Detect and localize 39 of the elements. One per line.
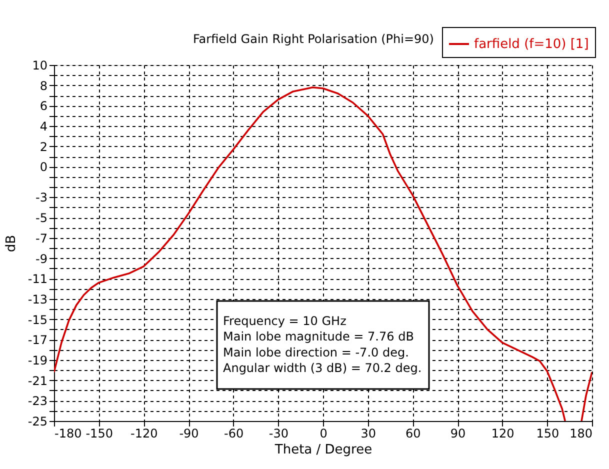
annotation: Angular width (3 dB) = 70.2 deg. bbox=[223, 361, 422, 376]
y-tick-label: 10 bbox=[32, 58, 48, 72]
x-tick-label: -120 bbox=[130, 426, 158, 440]
y-tick-label: 2 bbox=[40, 140, 48, 154]
y-tick-label: -21 bbox=[28, 374, 48, 388]
y-tick-label: -19 bbox=[28, 353, 48, 368]
x-tick-label: -150 bbox=[86, 426, 113, 440]
y-axis-title: dB bbox=[4, 234, 19, 252]
y-tick-label: -3 bbox=[36, 190, 48, 205]
y-tick-label: 6 bbox=[40, 99, 48, 114]
y-tick-label: 0 bbox=[40, 160, 48, 174]
y-tick-label: -13 bbox=[28, 292, 48, 306]
x-tick-label: -90 bbox=[179, 426, 199, 440]
chart-title: Farfield Gain Right Polarisation (Phi=90) bbox=[193, 32, 434, 46]
y-tick-label: -9 bbox=[36, 252, 48, 266]
y-tick-label: 8 bbox=[40, 78, 48, 93]
y-tick-label: -15 bbox=[28, 312, 48, 327]
y-tick-label: -7 bbox=[36, 231, 48, 246]
x-tick-label: -180 bbox=[54, 426, 82, 440]
y-tick-label: -25 bbox=[28, 414, 48, 428]
x-tick-label: 0 bbox=[320, 426, 328, 440]
y-tick-label: -23 bbox=[28, 394, 48, 408]
y-tick-label: -11 bbox=[28, 272, 48, 286]
y-tick-label: -17 bbox=[28, 333, 48, 348]
y-tick-label: 4 bbox=[40, 120, 48, 134]
x-axis-title: Theta / Degree bbox=[274, 442, 372, 458]
annotation: Frequency = 10 GHz bbox=[223, 314, 346, 328]
x-tick-label: -30 bbox=[268, 426, 288, 440]
x-tick-label: 60 bbox=[406, 426, 421, 440]
x-tick-label: 180 bbox=[570, 426, 592, 440]
x-tick-label: 30 bbox=[360, 426, 376, 440]
annotation: Main lobe magnitude = 7.76 dB bbox=[223, 330, 414, 344]
x-tick-label: 120 bbox=[491, 426, 514, 440]
x-tick-label: 150 bbox=[536, 426, 560, 440]
annotation: Main lobe direction = -7.0 deg. bbox=[223, 345, 409, 360]
legend-label: farfield (f=10) [1] bbox=[474, 37, 589, 52]
x-tick-label: 90 bbox=[450, 426, 466, 440]
y-tick-label: -5 bbox=[36, 211, 48, 226]
x-tick-label: -60 bbox=[224, 426, 244, 440]
